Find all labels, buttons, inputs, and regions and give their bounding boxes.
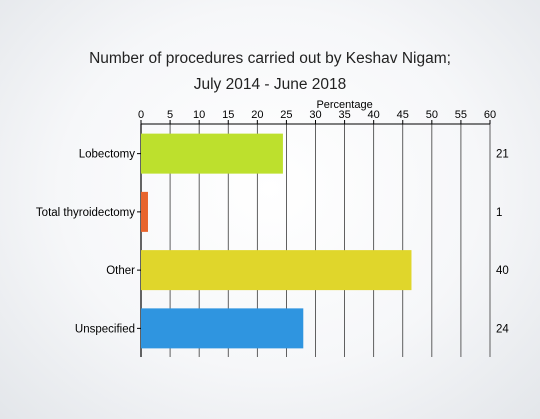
x-tick-label: 35 [338,109,350,121]
bar-unspecified [141,308,304,349]
count-label: 40 [496,265,509,277]
category-label: Unspecified [75,323,135,335]
x-tick-label: 10 [193,109,205,121]
chart-title-line-2: July 2014 - June 2018 [193,76,347,93]
count-label: 1 [496,207,502,219]
x-tick-label: 0 [138,109,144,121]
x-tick-label: 25 [280,109,292,121]
chart-title-line-1: Number of procedures carried out by Kesh… [89,50,451,67]
x-tick-label: 60 [484,109,496,121]
count-label: 24 [496,323,509,335]
category-label: Lobectomy [79,149,136,161]
bar-total-thyroidectomy [141,191,148,232]
x-tick-label: 30 [309,109,321,121]
bar-other [141,250,412,291]
count-label: 21 [496,149,509,161]
category-label: Total thyroidectomy [36,207,135,219]
x-tick-label: 5 [167,109,173,121]
category-label: Other [106,265,135,277]
x-tick-label: 55 [455,109,467,121]
bar-lobectomy [141,133,283,174]
x-tick-label: 45 [397,109,409,121]
x-tick-label: 20 [251,109,263,121]
x-tick-label: 15 [222,109,234,121]
x-axis-title: Percentage [316,99,372,111]
x-tick-label: 40 [368,109,380,121]
x-tick-label: 50 [426,109,438,121]
